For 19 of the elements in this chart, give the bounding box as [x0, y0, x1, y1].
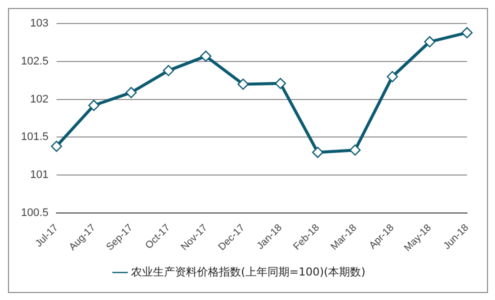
point — [200, 50, 212, 62]
point — [162, 64, 174, 76]
y-tick-label: 102.5 — [20, 56, 49, 68]
point — [386, 71, 398, 82]
y-tick-label: 101 — [30, 169, 49, 182]
y-tick-label: 100.5 — [20, 206, 49, 219]
point — [88, 100, 100, 111]
legend-label: 农业生产资料价格指数(上年同期=100)(本期数) — [131, 265, 366, 278]
point — [349, 144, 361, 156]
y-tick-label: 101.5 — [20, 131, 49, 144]
point — [126, 86, 137, 98]
point — [274, 78, 286, 90]
point — [312, 146, 324, 158]
point — [50, 140, 62, 152]
y-tick-label: 103 — [30, 18, 49, 30]
y-tick-label: 102 — [30, 93, 49, 106]
point — [424, 36, 436, 48]
point — [461, 27, 473, 38]
point — [238, 78, 249, 90]
